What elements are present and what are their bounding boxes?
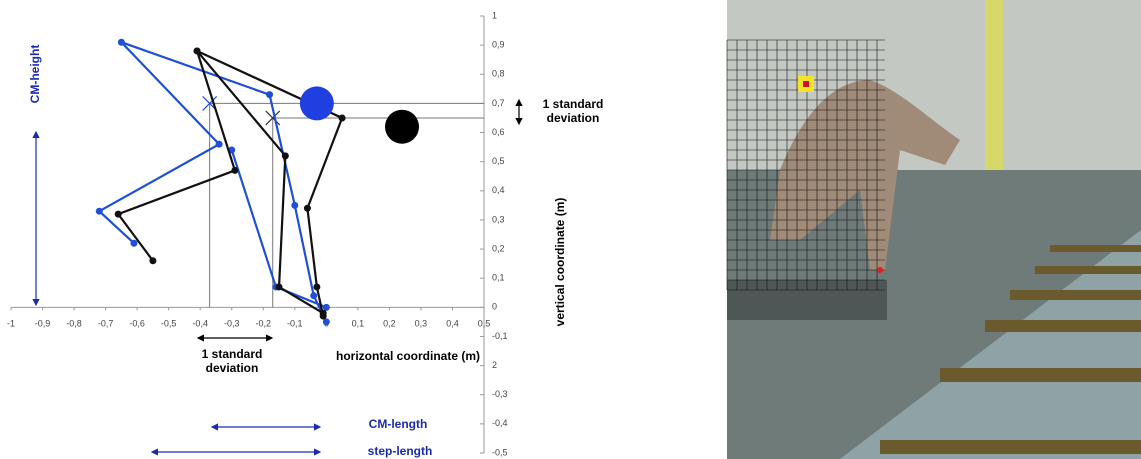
y-tick-label: 0,9 [492,40,505,50]
joint [338,114,346,122]
joint [266,91,274,99]
x-tick-label: 0,4 [446,319,459,329]
x-tick-label: -0,2 [256,319,272,329]
y-tick-label: 0 [492,302,497,312]
cm-height-label: CM-height [28,45,42,104]
y-tick-label: 0,3 [492,214,505,224]
x-tick-label: -0,7 [98,319,114,329]
joint [281,152,289,160]
sd-vertical-label: 1 standard deviation [543,97,604,125]
x-tick-label: 0,5 [478,319,491,329]
y-tick-label: 1 [492,10,497,20]
joint [322,303,330,311]
joint [193,47,201,55]
y-tick-label: 0,8 [492,69,505,79]
y-tick-label: 0,2 [492,243,505,253]
step-length-label: step-length [368,444,433,458]
x-tick-label: 0,2 [383,319,396,329]
joint [95,207,103,215]
photo [726,0,1141,459]
joint [319,312,327,320]
joint [117,38,125,46]
joint [275,283,283,291]
joint [291,201,299,209]
cm-cross [265,110,281,126]
x-tick-label: -0,3 [224,319,240,329]
y-axis-label: vertical coordinate (m) [553,198,567,327]
y-tick-label: -0,4 [492,418,508,428]
x-tick-label: 0,1 [352,319,365,329]
y-tick-label: 0,6 [492,127,505,137]
figure-line [97,41,328,323]
x-tick-label: -0,9 [35,319,51,329]
joint [114,210,122,218]
x-tick-label: -0,6 [129,319,145,329]
y-tick-label: -0,1 [492,331,508,341]
y-tick-label: -0,3 [492,389,508,399]
x-tick-label: -0,8 [66,319,82,329]
x-tick-label: -0,5 [161,319,177,329]
cm-marker [299,86,334,121]
joint [130,239,138,247]
cm-marker [385,109,420,144]
joint [231,166,239,174]
joint [149,257,157,265]
y-tick-label: 0,7 [492,98,505,108]
joint [313,283,321,291]
y-tick-label: 0,4 [492,185,505,195]
x-tick-label: 0,3 [415,319,428,329]
x-tick-label: -1 [7,319,15,329]
x-tick-label: -0,4 [192,319,208,329]
y-tick-label: 2 [492,360,497,370]
joint [310,292,318,300]
y-tick-label: 0,5 [492,156,505,166]
x-axis-label: horizontal coordinate (m) [336,349,480,363]
x-tick-label: -0,1 [287,319,303,329]
cm-length-label: CM-length [369,417,428,431]
joint [322,318,330,326]
sd-horizontal-label: 1 standard deviation [202,347,263,375]
joint [303,204,311,212]
joint [215,140,223,148]
y-tick-label: 0,1 [492,273,505,283]
y-tick-label: -0,5 [492,447,508,457]
